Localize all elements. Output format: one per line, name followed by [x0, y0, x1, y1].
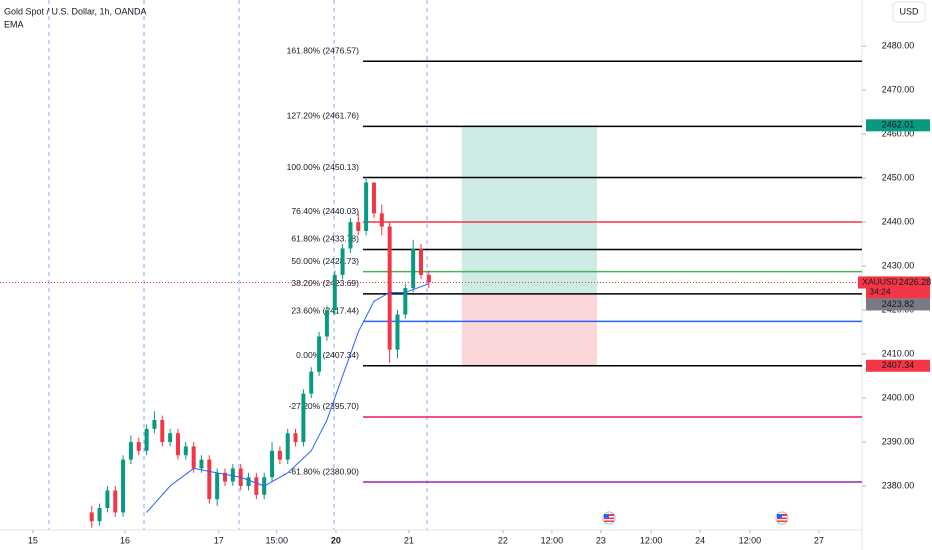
candle-body	[293, 433, 298, 443]
x-tick-label: 21	[404, 535, 414, 545]
candle-body	[340, 248, 345, 275]
symbol-badge-front	[858, 276, 902, 289]
candle-body	[136, 442, 141, 451]
candle-body	[121, 459, 126, 513]
y-tick-label: 2410.00	[882, 348, 915, 358]
candle-body	[207, 459, 212, 500]
y-tick-label: 2470.00	[882, 85, 915, 95]
event-flag[interactable]	[602, 511, 616, 525]
x-tick-label: 24	[695, 535, 705, 545]
fib-label: 61.80% (2433.78)	[291, 234, 359, 244]
chart-title: Gold Spot / U.S. Dollar, 1h, OANDA	[4, 6, 147, 16]
y-tick-label: 2390.00	[882, 436, 915, 446]
price-badge-label: 2423.82	[882, 299, 915, 309]
candle-body	[105, 490, 110, 509]
candle-body	[356, 222, 361, 231]
candle-body	[152, 420, 157, 429]
candle-body	[270, 450, 275, 478]
candle-body	[97, 508, 102, 522]
y-tick-label: 2440.00	[882, 216, 915, 226]
fib-label: -61.80% (2380.90)	[289, 466, 360, 476]
candle-body	[175, 433, 180, 456]
candle-body	[371, 182, 376, 214]
candle-body	[301, 393, 306, 443]
currency-label[interactable]: USD	[899, 6, 919, 16]
loss-zone	[461, 293, 598, 366]
candle-body	[254, 477, 259, 495]
candle-body	[277, 450, 282, 460]
candle-body	[246, 477, 251, 487]
y-tick-label: 2450.00	[882, 173, 915, 183]
candle-body	[199, 459, 204, 469]
y-tick-label: 2400.00	[882, 392, 915, 402]
candle-body	[411, 248, 416, 289]
price-badge	[866, 359, 930, 372]
y-tick-label: 2480.00	[882, 41, 915, 51]
x-tick-label: 20	[331, 535, 341, 545]
candle-body	[215, 472, 220, 500]
x-tick-label: 16	[120, 535, 130, 545]
x-tick-label: 27	[814, 535, 824, 545]
candle-body	[168, 433, 173, 443]
candle-body	[332, 274, 337, 311]
price-badge-label: 2407.34	[882, 360, 915, 370]
candle-body	[348, 222, 353, 249]
candle-body	[426, 274, 431, 283]
x-tick-label: 12:00	[541, 535, 564, 545]
x-tick-label: 15	[28, 535, 38, 545]
candle-body	[128, 442, 133, 460]
candle-body	[160, 420, 165, 443]
plot: 161.80% (2476.57) 127.20% (2461.76) 100.00…	[0, 46, 862, 528]
fib-label: 161.80% (2476.57)	[287, 46, 359, 56]
x-tick-label: 12:00	[739, 535, 762, 545]
fib-label: 100.00% (2450.13)	[287, 162, 359, 172]
fib-label: 76.40% (2440.03)	[291, 206, 359, 216]
fib-label: 0.00% (2407.34)	[296, 350, 359, 360]
ema-line	[146, 283, 430, 513]
candle-body	[113, 490, 118, 513]
event-flag[interactable]	[775, 511, 789, 525]
candle-body	[223, 472, 228, 482]
x-tick-label: 12:00	[640, 535, 663, 545]
candle-body	[230, 468, 235, 482]
symbol-label: XAUUSD	[862, 277, 897, 287]
fib-label: -27.20% (2395.70)	[289, 401, 360, 411]
fib-label: 50.00% (2428.73)	[291, 256, 359, 266]
candle-body	[317, 336, 322, 372]
candle-body	[395, 314, 400, 350]
candle-body	[183, 446, 188, 456]
candle-body	[324, 310, 329, 337]
price-badge	[866, 298, 930, 311]
profit-zone	[461, 125, 598, 294]
session-breaks	[48, 0, 428, 530]
x-tick-label: 17	[214, 535, 224, 545]
y-tick-label: 2430.00	[882, 260, 915, 270]
candle-body	[89, 512, 94, 522]
last-price-label: 2426.28	[899, 277, 932, 287]
price-badge	[866, 119, 930, 132]
price-badge-label: 2462.01	[882, 120, 915, 130]
y-tick-label: 2460.00	[882, 129, 915, 139]
currency-button[interactable]	[892, 1, 926, 23]
candle-body	[379, 213, 384, 227]
fib-label: 127.20% (2461.76)	[287, 111, 359, 121]
countdown-label: 34:24	[869, 287, 891, 297]
fib-label: 38.20% (2423.69)	[291, 278, 359, 288]
indicator-name: EMA	[4, 19, 24, 29]
candle-body	[191, 446, 196, 469]
candle-body	[403, 288, 408, 315]
candle-body	[144, 428, 149, 451]
candle-body	[309, 371, 314, 394]
candle-body	[419, 248, 424, 275]
x-tick-label: 22	[498, 535, 508, 545]
y-tick-label: 2380.00	[882, 480, 915, 490]
candle-body	[285, 433, 290, 460]
candle-body	[364, 182, 369, 231]
x-tick-label: 23	[596, 535, 606, 545]
x-tick-label: 15:00	[265, 535, 288, 545]
candle-body	[387, 226, 392, 350]
